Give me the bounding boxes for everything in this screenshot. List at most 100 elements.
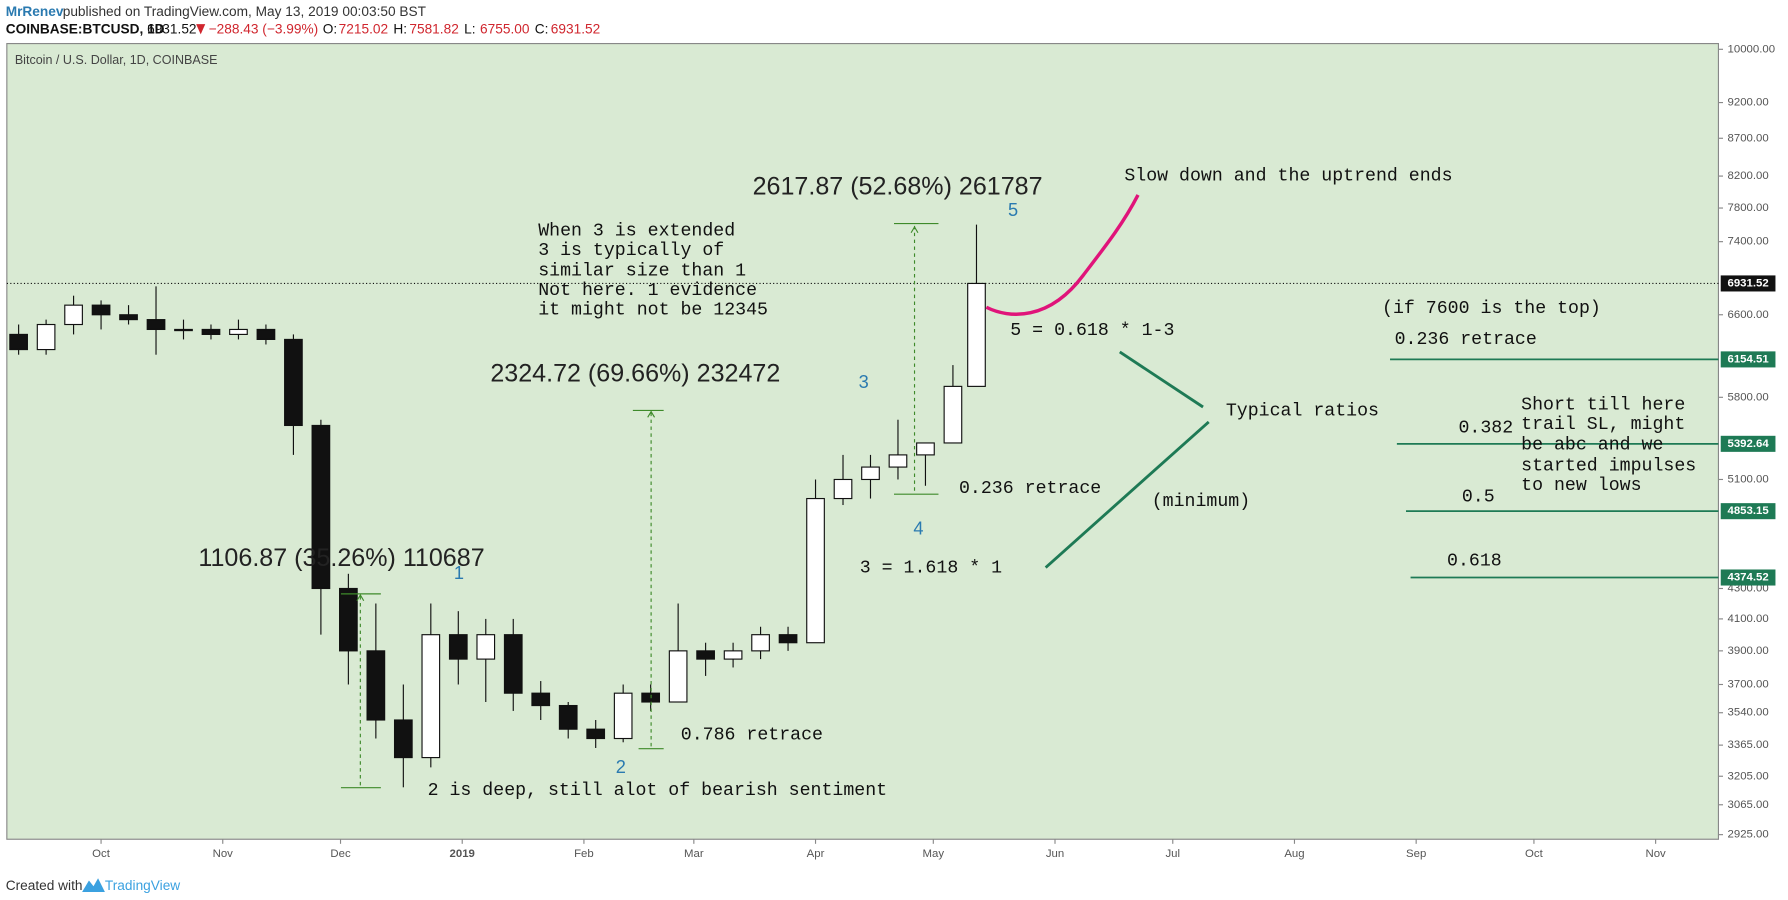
wave-label: 3 xyxy=(859,371,869,392)
candle-body xyxy=(476,634,496,660)
y-tick-label: 9200.00 xyxy=(1728,97,1769,109)
x-tick-label: Feb xyxy=(574,848,594,860)
wave-label: 2 xyxy=(616,756,626,777)
projection-curve xyxy=(985,194,1140,316)
ohlc-name: H: xyxy=(393,21,407,36)
price-badge xyxy=(1720,351,1776,368)
measure-label: 1106.87 (35.26%) 110687 xyxy=(198,544,484,572)
y-tick-label: 3700.00 xyxy=(1728,678,1769,690)
note: (if 7600 is the top) xyxy=(1382,299,1601,319)
x-tick-label: Jun xyxy=(1046,848,1064,860)
candle-body xyxy=(201,328,221,335)
candle-body xyxy=(833,478,853,500)
measure-tools xyxy=(340,222,939,789)
candle-body xyxy=(503,634,523,694)
candle-body xyxy=(723,650,743,660)
wave-label: 1 xyxy=(454,562,464,583)
ohlc-value: 7581.82 xyxy=(409,21,458,36)
x-tick-label: Oct xyxy=(92,848,111,860)
fib-label: 0.236 retrace xyxy=(1395,330,1537,350)
down-arrow xyxy=(196,24,206,35)
y-tick-label: 3065.00 xyxy=(1728,799,1769,811)
note: Typical ratios xyxy=(1226,401,1379,421)
candle-body xyxy=(421,634,441,759)
note: Short till here xyxy=(1521,396,1685,416)
price-badge xyxy=(1720,569,1776,586)
x-tick-label: Apr xyxy=(807,848,825,860)
candle-body xyxy=(531,692,551,707)
candle-body xyxy=(778,634,798,644)
note: similar size than 1 xyxy=(538,261,746,281)
y-tick-label: 10000.00 xyxy=(1728,43,1776,55)
note: When 3 is extended xyxy=(538,221,735,241)
wave-label: 4 xyxy=(913,517,923,538)
candle-body xyxy=(256,328,276,341)
change: −288.43 (−3.99%) xyxy=(209,21,319,36)
y-tick-label: 5100.00 xyxy=(1728,473,1769,485)
x-tick-label: Aug xyxy=(1284,848,1304,860)
price-badge-label: 5392.64 xyxy=(1727,438,1769,450)
x-tick-label: Dec xyxy=(330,848,351,860)
last: 6931.52 xyxy=(147,21,196,36)
footer-text: Created with xyxy=(6,878,83,893)
measure-label: 2617.87 (52.68%) 261787 xyxy=(753,173,1043,201)
candle-body xyxy=(558,704,578,730)
pointer-line xyxy=(1118,350,1204,409)
price-badge-label: 4374.52 xyxy=(1727,572,1768,584)
candle-body xyxy=(448,634,468,660)
last-price-badge xyxy=(1720,275,1776,292)
author[interactable]: MrRenev xyxy=(6,4,64,19)
note: to new lows xyxy=(1521,476,1641,496)
note: 5 = 0.618 * 1-3 xyxy=(1010,321,1174,341)
ohlc-value: 6931.52 xyxy=(551,21,600,36)
note: 0.786 retrace xyxy=(681,726,823,746)
measure-arrow xyxy=(647,410,656,418)
price-badge-label: 6154.51 xyxy=(1727,353,1769,365)
candle-body xyxy=(91,304,111,316)
note: Not here. 1 evidence xyxy=(538,281,757,301)
candle-body xyxy=(586,728,606,740)
chart-title: Bitcoin / U.S. Dollar, 1D, COINBASE xyxy=(15,53,218,67)
logo xyxy=(82,878,105,892)
price-badge xyxy=(1720,503,1776,520)
measure-arrow xyxy=(356,593,365,602)
candle-body xyxy=(888,454,908,468)
candle-body xyxy=(613,692,633,740)
brand[interactable]: TradingView xyxy=(105,878,180,893)
measure-label: 2324.72 (69.66%) 232472 xyxy=(490,360,780,388)
candle-body xyxy=(36,323,56,351)
x-tick-label: Nov xyxy=(1646,848,1667,860)
published: published on TradingView.com, May 13, 20… xyxy=(63,4,427,19)
fib-label: 0.618 xyxy=(1447,551,1502,571)
candle-body xyxy=(311,424,331,590)
price-badge xyxy=(1720,435,1776,452)
wave-label: 5 xyxy=(1008,199,1018,220)
note: Slow down and the uptrend ends xyxy=(1124,166,1452,186)
candle-body xyxy=(119,314,138,321)
price-badge-label: 4853.15 xyxy=(1727,505,1769,517)
note: 3 = 1.618 * 1 xyxy=(860,558,1002,578)
note: it might not be 12345 xyxy=(538,300,768,320)
note: trail SL, might xyxy=(1521,415,1685,435)
y-tick-label: 3205.00 xyxy=(1728,770,1769,782)
measure-arrow xyxy=(910,225,919,234)
x-tick-label: Sep xyxy=(1406,848,1426,860)
ohlc: O: 7215.02 H: 7581.82 L: 6755.00 C: 6931.52 xyxy=(323,21,601,36)
x-tick-label: 2019 xyxy=(450,848,475,860)
candle-body xyxy=(146,319,166,331)
y-tick-label: 4100.00 xyxy=(1728,613,1769,625)
note: 3 is typically of xyxy=(538,241,724,261)
last-price-label: 6931.52 xyxy=(1727,277,1768,289)
candle-body xyxy=(284,338,303,427)
x-tick-label: Nov xyxy=(213,848,234,860)
candle-body xyxy=(806,497,825,644)
candle-body xyxy=(668,650,688,703)
y-tick-label: 3540.00 xyxy=(1728,707,1769,719)
x-tick-label: Oct xyxy=(1525,848,1544,860)
ohlc-name: C: xyxy=(535,21,549,36)
fib-label: 0.5 xyxy=(1462,487,1495,507)
y-tick-label: 5800.00 xyxy=(1728,391,1769,403)
marks xyxy=(6,48,1724,844)
x-tick-label: May xyxy=(923,848,945,860)
